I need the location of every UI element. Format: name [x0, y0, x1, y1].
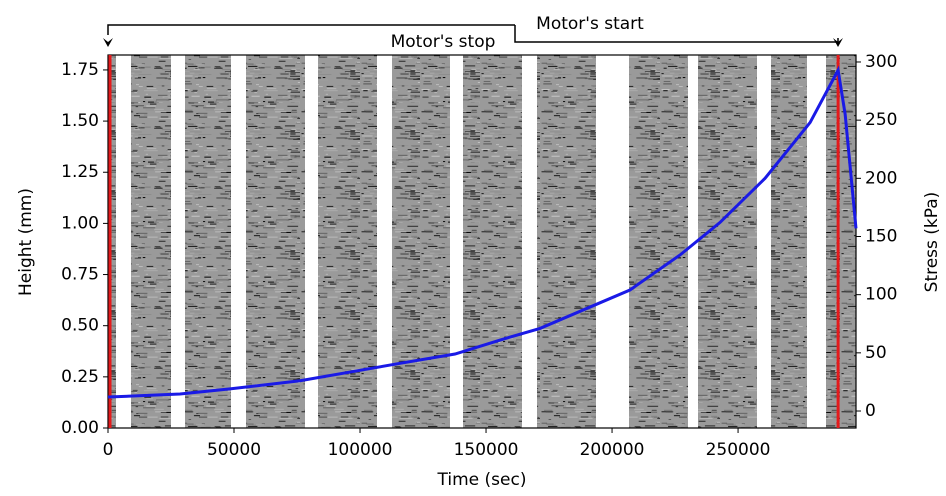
image-strip	[698, 55, 757, 428]
x-tick-label: 200000	[580, 440, 645, 460]
x-tick-label: 50000	[207, 440, 261, 460]
arrow-head	[103, 38, 113, 47]
y2-tick-label: 0	[865, 401, 876, 421]
image-strip	[131, 55, 171, 428]
image-strip	[771, 55, 807, 428]
x-tick-label: 100000	[328, 440, 393, 460]
y-tick-label: 0.00	[61, 418, 99, 438]
image-strip	[629, 55, 688, 428]
y2-tick-label: 50	[865, 343, 887, 363]
y2-tick-label: 150	[865, 226, 897, 246]
image-strip	[826, 55, 856, 428]
y-tick-label: 1.75	[61, 60, 99, 80]
y-tick-label: 1.50	[61, 111, 99, 131]
x-tick-label: 0	[103, 440, 114, 460]
image-strip	[185, 55, 231, 428]
y-tick-label: 0.25	[61, 367, 99, 387]
y-tick-label: 1.00	[61, 213, 99, 233]
image-strip	[246, 55, 305, 428]
y-axis-label: Height (mm)	[16, 188, 36, 296]
y-tick-label: 1.25	[61, 162, 99, 182]
x-axis-label: Time (sec)	[437, 470, 527, 490]
y2-tick-label: 250	[865, 110, 897, 130]
image-strips	[108, 55, 856, 428]
y2-tick-label: 200	[865, 168, 897, 188]
image-strip	[463, 55, 522, 428]
image-strip	[392, 55, 450, 428]
annotation: Motor's start	[536, 14, 644, 34]
y-tick-label: 0.75	[61, 265, 99, 285]
y2-tick-label: 100	[865, 285, 897, 305]
y2-axis-label: Stress (kPa)	[922, 192, 942, 293]
image-strip	[537, 55, 596, 428]
y2-tick-label: 300	[865, 52, 897, 72]
y-tick-label: 0.50	[61, 316, 99, 336]
x-tick-label: 150000	[454, 440, 519, 460]
x-tick-label: 250000	[706, 440, 771, 460]
annotation: Motor's stop	[391, 32, 496, 52]
